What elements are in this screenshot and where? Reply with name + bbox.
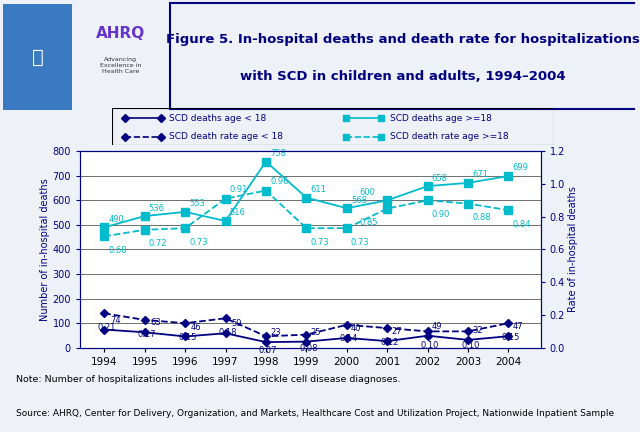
Text: 0.07: 0.07 — [259, 346, 278, 355]
Text: Advancing
Excellence in
Health Care: Advancing Excellence in Health Care — [100, 57, 141, 74]
Text: 536: 536 — [149, 203, 165, 213]
Text: SCD deaths age >=18: SCD deaths age >=18 — [390, 114, 492, 123]
Text: 0.84: 0.84 — [513, 220, 531, 229]
Text: SCD death rate age >=18: SCD death rate age >=18 — [390, 132, 509, 141]
Text: 47: 47 — [513, 322, 524, 331]
Text: 40: 40 — [351, 324, 362, 333]
Text: Source: AHRQ, Center for Delivery, Organization, and Markets, Healthcare Cost an: Source: AHRQ, Center for Delivery, Organ… — [16, 409, 614, 418]
Text: 0.90: 0.90 — [432, 210, 450, 219]
Text: 0.91: 0.91 — [230, 185, 248, 194]
Y-axis label: Number of in-hospital deaths: Number of in-hospital deaths — [40, 178, 50, 321]
Text: 46: 46 — [191, 323, 201, 331]
Text: 568: 568 — [351, 196, 367, 205]
Text: 27: 27 — [392, 327, 402, 336]
Text: 🦅: 🦅 — [31, 48, 44, 67]
Text: 49: 49 — [432, 322, 442, 331]
Text: AHRQ: AHRQ — [96, 26, 145, 41]
Text: 32: 32 — [472, 326, 483, 335]
Text: 600: 600 — [360, 188, 375, 197]
Text: 0.85: 0.85 — [360, 218, 378, 227]
Text: 0.88: 0.88 — [472, 213, 491, 222]
Text: 0.15: 0.15 — [502, 333, 520, 342]
Text: 0.73: 0.73 — [310, 238, 329, 247]
Text: 0.15: 0.15 — [178, 333, 196, 342]
Text: SCD deaths age < 18: SCD deaths age < 18 — [170, 114, 267, 123]
Bar — [3, 4, 72, 110]
Text: 0.10: 0.10 — [461, 341, 479, 350]
Text: 0.68: 0.68 — [108, 246, 127, 255]
Text: 490: 490 — [108, 215, 124, 224]
Text: 25: 25 — [310, 328, 321, 337]
Text: 553: 553 — [189, 199, 205, 208]
Text: SCD death rate age < 18: SCD death rate age < 18 — [170, 132, 284, 141]
Text: 0.08: 0.08 — [300, 344, 318, 353]
Text: 59: 59 — [231, 319, 241, 328]
Text: 63: 63 — [150, 318, 161, 327]
Text: 0.96: 0.96 — [270, 177, 289, 186]
Text: 0.12: 0.12 — [380, 338, 399, 347]
Text: 0.21: 0.21 — [97, 323, 116, 332]
Text: 0.17: 0.17 — [138, 330, 156, 339]
Text: 0.14: 0.14 — [340, 334, 358, 343]
Text: 699: 699 — [513, 163, 529, 172]
Text: 0.10: 0.10 — [420, 341, 439, 350]
Text: 23: 23 — [270, 328, 281, 337]
Text: 74: 74 — [110, 316, 120, 324]
Text: 671: 671 — [472, 170, 488, 179]
Y-axis label: Rate of in-hospital deaths: Rate of in-hospital deaths — [568, 187, 578, 312]
Text: 758: 758 — [270, 149, 286, 158]
Text: 0.18: 0.18 — [219, 328, 237, 337]
Text: 516: 516 — [230, 208, 246, 217]
Text: Figure 5. In-hospital deaths and death rate for hospitalizations: Figure 5. In-hospital deaths and death r… — [166, 33, 640, 46]
Text: 0.72: 0.72 — [149, 239, 167, 248]
Text: with SCD in children and adults, 1994–2004: with SCD in children and adults, 1994–20… — [241, 70, 566, 83]
Text: 658: 658 — [432, 174, 448, 183]
Text: 0.73: 0.73 — [189, 238, 208, 247]
Text: 0.73: 0.73 — [351, 238, 369, 247]
Text: Note: Number of hospitalizations includes all-listed sickle cell disease diagnos: Note: Number of hospitalizations include… — [16, 375, 401, 384]
Text: 611: 611 — [310, 185, 326, 194]
